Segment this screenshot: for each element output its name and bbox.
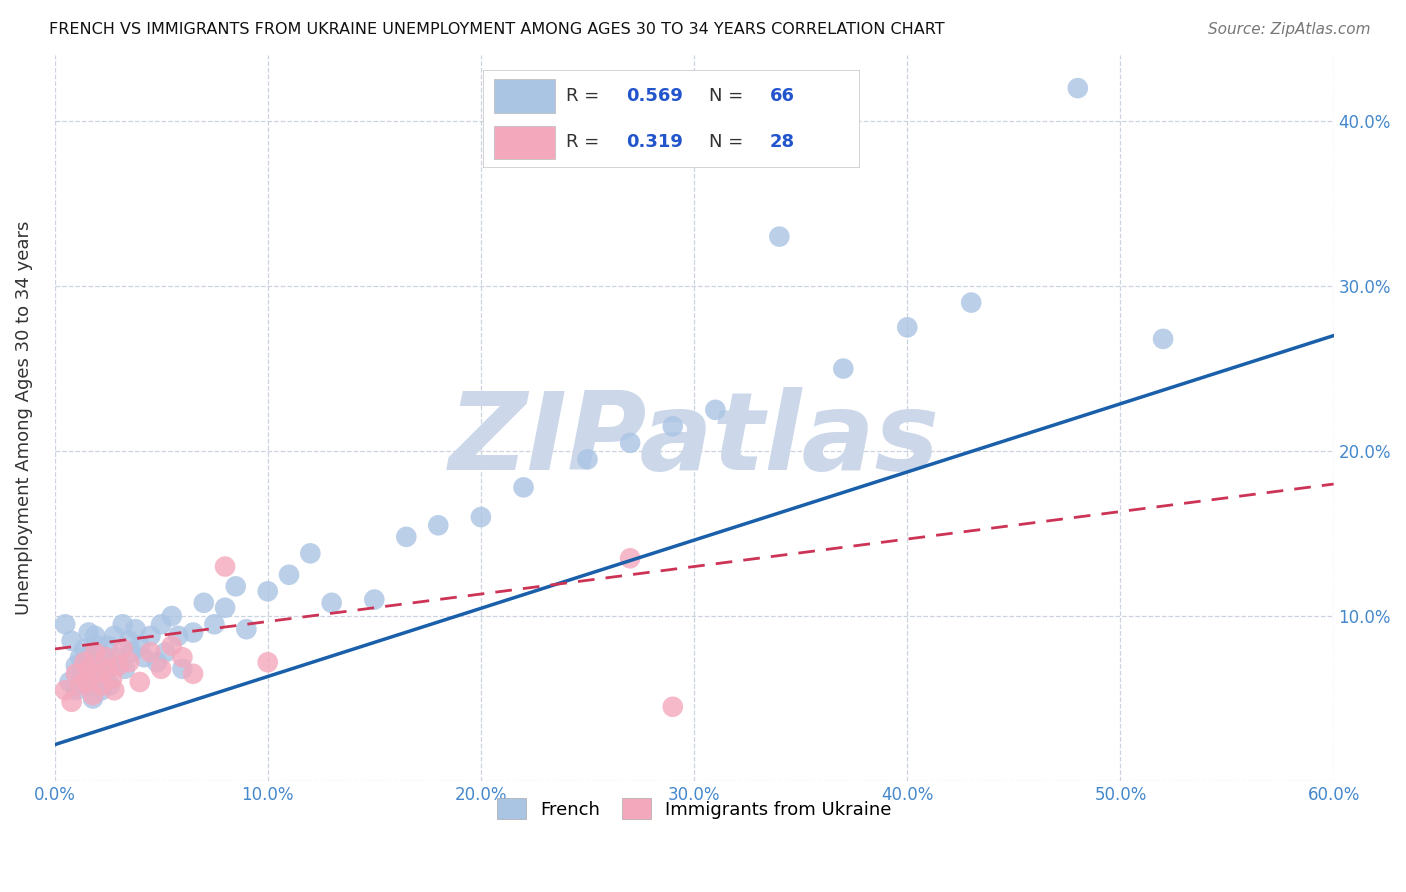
Point [1067,81,1090,95]
Point [661,699,683,714]
Point [172,650,194,665]
Point [512,480,534,494]
Point [90,662,112,676]
Point [65,658,87,673]
Point [128,675,150,690]
Point [160,639,183,653]
Point [86,639,108,653]
Point [114,662,136,676]
Point [470,510,492,524]
Point [103,629,125,643]
Text: Source: ZipAtlas.com: Source: ZipAtlas.com [1208,22,1371,37]
Point [53,617,76,632]
Point [150,662,173,676]
Point [172,662,194,676]
Point [704,402,727,417]
Point [73,655,96,669]
Point [80,666,103,681]
Point [118,633,141,648]
Point [576,452,599,467]
Point [93,648,115,663]
Point [65,666,87,681]
Point [73,642,96,657]
Point [94,650,117,665]
Point [120,645,142,659]
Point [60,695,83,709]
Point [60,633,83,648]
Point [53,683,76,698]
Point [155,645,177,659]
Point [235,622,257,636]
Point [132,650,155,665]
Point [146,655,169,669]
Point [82,691,104,706]
Point [214,600,236,615]
Point [107,658,129,673]
Point [77,625,100,640]
Point [70,662,93,676]
Point [65,683,87,698]
Point [181,666,204,681]
Point [101,672,124,686]
Point [395,530,418,544]
Point [101,658,124,673]
Point [193,596,215,610]
Point [768,229,790,244]
Point [111,642,134,657]
Point [98,678,121,692]
Y-axis label: Unemployment Among Ages 30 to 34 years: Unemployment Among Ages 30 to 34 years [15,221,32,615]
Point [896,320,918,334]
Point [82,688,104,702]
Point [124,622,146,636]
Point [363,592,385,607]
Point [86,666,108,681]
Point [167,629,190,643]
Point [90,678,112,692]
Point [128,639,150,653]
Point [278,567,301,582]
Point [299,546,322,560]
Point [111,617,134,632]
Point [832,361,855,376]
Point [107,650,129,665]
Point [619,435,641,450]
Point [118,655,141,669]
Point [256,655,278,669]
Point [139,629,162,643]
Point [82,645,104,659]
Text: ZIPatlas: ZIPatlas [449,387,939,493]
Point [89,654,111,668]
Point [960,295,983,310]
Point [160,609,183,624]
Point [76,675,98,690]
Point [97,662,120,676]
Point [69,650,91,665]
Point [256,584,278,599]
Point [204,617,226,632]
Point [77,662,100,676]
Point [69,678,91,692]
Point [103,683,125,698]
Legend: French, Immigrants from Ukraine: French, Immigrants from Ukraine [489,791,898,826]
Point [214,559,236,574]
Point [225,579,247,593]
Point [90,683,112,698]
Point [619,551,641,566]
Point [181,625,204,640]
Point [86,672,108,686]
Point [84,629,107,643]
Point [76,655,98,669]
Point [76,678,98,692]
Point [661,419,683,434]
Point [94,666,117,681]
Point [150,617,173,632]
Point [97,639,120,653]
Point [139,645,162,659]
Point [84,645,107,659]
Text: FRENCH VS IMMIGRANTS FROM UKRAINE UNEMPLOYMENT AMONG AGES 30 TO 34 YEARS CORRELA: FRENCH VS IMMIGRANTS FROM UKRAINE UNEMPL… [49,22,945,37]
Point [58,675,80,690]
Point [427,518,450,533]
Point [321,596,343,610]
Point [1152,332,1174,346]
